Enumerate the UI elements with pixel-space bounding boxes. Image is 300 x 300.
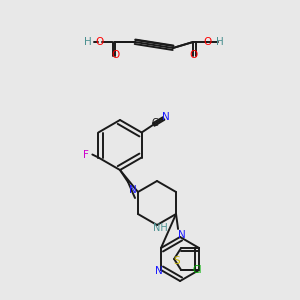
Text: N: N — [178, 230, 186, 240]
Text: S: S — [174, 256, 180, 266]
Text: O: O — [111, 50, 119, 60]
Text: H: H — [216, 37, 224, 47]
Text: Cl: Cl — [192, 265, 202, 275]
Text: N: N — [129, 185, 137, 195]
Text: F: F — [83, 149, 89, 160]
Text: C: C — [151, 118, 158, 128]
Text: O: O — [96, 37, 104, 47]
Text: O: O — [189, 50, 197, 60]
Text: N: N — [162, 112, 170, 122]
Text: H: H — [84, 37, 92, 47]
Text: N: N — [155, 266, 163, 276]
Text: NH: NH — [153, 223, 168, 233]
Text: O: O — [203, 37, 211, 47]
